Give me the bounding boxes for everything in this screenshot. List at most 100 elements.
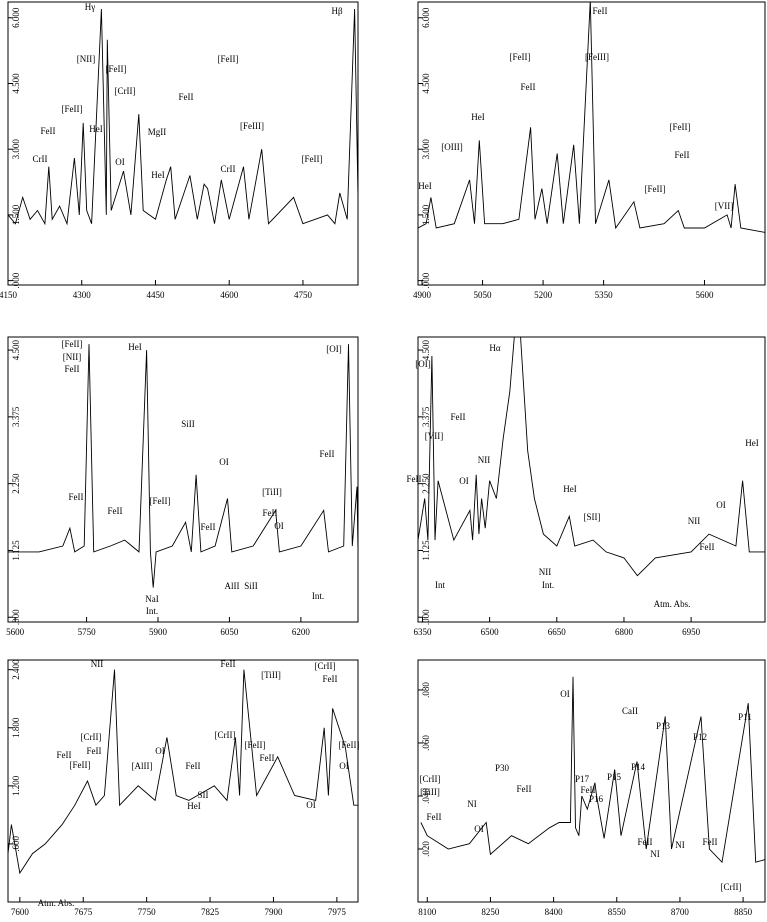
x-tick-label: 8400	[545, 907, 564, 917]
line-label: SiII	[244, 581, 258, 591]
frame	[7, 336, 359, 623]
line-label: [CrII]	[420, 774, 441, 784]
line-label: HeI	[128, 342, 142, 352]
line-label: P15	[607, 772, 622, 782]
line-label: [CrII]	[81, 732, 102, 742]
y-tick-label: 4.500	[11, 73, 21, 94]
x-tick-label: 6350	[413, 627, 432, 637]
spectrum-line	[420, 676, 765, 864]
y-tick-label: 1.125	[11, 540, 21, 561]
x-tick-label: 7975	[328, 907, 347, 917]
y-tick-label: 2.250	[421, 473, 431, 494]
panel	[8, 669, 358, 875]
y-tick-label: .020	[421, 841, 431, 857]
x-tick-label: 6500	[481, 627, 500, 637]
line-label: P13	[656, 721, 671, 731]
line-label: [OI]	[326, 344, 342, 354]
line-label: OI	[339, 761, 349, 771]
line-label: P12	[693, 732, 707, 742]
y-tick-label: 3.000	[421, 139, 431, 160]
line-label: FeII	[521, 82, 536, 92]
line-label: [FeII]	[645, 184, 666, 194]
line-label: CaII	[622, 706, 638, 716]
line-label: HeI	[151, 170, 165, 180]
y-tick-label: 1.800	[11, 717, 21, 738]
line-label: FeII	[179, 92, 194, 102]
x-tick-label: 5200	[534, 290, 553, 300]
line-label: FeII	[638, 837, 653, 847]
line-label: FeII	[69, 492, 84, 502]
x-tick-label: 8250	[481, 907, 500, 917]
x-tick-label: 5900	[149, 627, 168, 637]
x-tick-label: 7600	[11, 907, 30, 917]
line-label: P16	[589, 794, 604, 804]
line-label: NII	[91, 659, 104, 669]
line-label: AlII	[225, 581, 240, 591]
line-label: [FeII]	[339, 740, 360, 750]
spectrum-line	[8, 669, 358, 875]
line-label: OI	[716, 500, 726, 510]
line-label: P14	[631, 762, 646, 772]
y-tick-label: 4.500	[11, 339, 21, 360]
x-tick-label: 4150	[0, 290, 18, 300]
line-label: [NII]	[63, 352, 82, 362]
spectrum-line	[418, 2, 765, 233]
line-label: NII	[478, 455, 491, 465]
y-tick-label: 2.250	[11, 473, 21, 494]
line-label: FeII	[263, 508, 278, 518]
x-tick-label: 7675	[74, 907, 93, 917]
frame	[7, 1, 359, 286]
y-tick-label: 1.125	[421, 540, 431, 561]
line-label: [VII]	[425, 431, 444, 441]
line-label: FeII	[65, 364, 80, 374]
line-label: [FeII]	[106, 64, 127, 74]
line-label: Atm. Abs.	[654, 599, 691, 609]
line-label: [FeII]	[218, 54, 239, 64]
x-tick-label: 4300	[73, 290, 92, 300]
line-label: MgII	[148, 127, 167, 137]
line-label: [OIII]	[441, 142, 463, 152]
panel	[418, 337, 765, 577]
line-label: HeI	[418, 181, 432, 191]
y-tick-label: 1.500	[421, 204, 431, 225]
y-tick-label: .060	[421, 735, 431, 751]
y-tick-label: 3.375	[421, 406, 431, 427]
line-label: FeII	[320, 449, 335, 459]
line-label: [FeII]	[150, 496, 171, 506]
line-label: SII	[198, 790, 209, 800]
line-label: NII	[539, 567, 552, 577]
line-label: CrII	[33, 154, 48, 164]
line-label: FeII	[221, 659, 236, 669]
y-tick-label: .000	[421, 609, 431, 625]
x-tick-label: 6650	[548, 627, 567, 637]
panel	[420, 676, 765, 864]
line-label: OI	[115, 157, 125, 167]
y-tick-label: 6.000	[11, 7, 21, 28]
y-tick-label: .600	[11, 836, 21, 852]
line-label: [FeII]	[245, 740, 266, 750]
line-label: FeII	[700, 542, 715, 552]
line-label: Hβ	[331, 6, 342, 16]
spectrum-line	[8, 8, 358, 226]
x-tick-label: 8100	[418, 907, 437, 917]
x-tick-label: 4750	[294, 290, 313, 300]
x-tick-label: 6950	[682, 627, 701, 637]
line-label: [NII]	[77, 54, 96, 64]
line-label: NI	[467, 799, 477, 809]
line-label: HeI	[187, 801, 201, 811]
line-label: Int.	[146, 606, 158, 616]
line-label: P17	[575, 774, 590, 784]
line-label: Hα	[489, 343, 500, 353]
line-label: [FeII]	[70, 760, 91, 770]
line-label: FeII	[517, 784, 532, 794]
y-tick-label: 1.200	[11, 775, 21, 796]
line-label: [AlII]	[132, 761, 153, 771]
line-label: CrII	[221, 164, 236, 174]
x-tick-label: 7750	[138, 907, 157, 917]
x-tick-label: 8550	[608, 907, 627, 917]
panel	[8, 8, 358, 226]
line-label: Hγ	[85, 2, 95, 12]
x-tick-label: 5050	[474, 290, 493, 300]
line-label: OI	[274, 521, 284, 531]
